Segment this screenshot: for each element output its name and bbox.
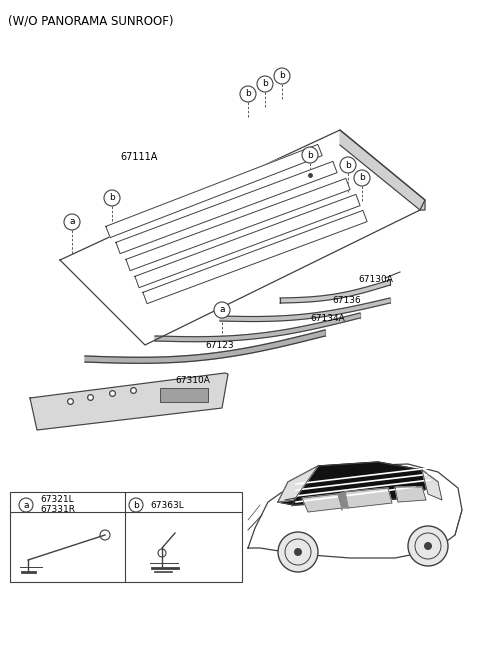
- Polygon shape: [60, 130, 425, 345]
- Text: b: b: [279, 72, 285, 80]
- Circle shape: [64, 214, 80, 230]
- Text: 67331R: 67331R: [40, 505, 75, 514]
- Text: b: b: [133, 501, 139, 509]
- Circle shape: [302, 147, 318, 163]
- Circle shape: [214, 302, 230, 318]
- Circle shape: [19, 498, 33, 512]
- Text: 67123: 67123: [205, 341, 234, 350]
- Circle shape: [340, 157, 356, 173]
- Polygon shape: [155, 313, 360, 342]
- Text: b: b: [345, 161, 351, 170]
- Polygon shape: [143, 211, 367, 303]
- Text: a: a: [219, 305, 225, 315]
- Text: b: b: [359, 174, 365, 182]
- Polygon shape: [135, 194, 360, 288]
- Polygon shape: [220, 298, 390, 322]
- Polygon shape: [278, 466, 318, 502]
- Polygon shape: [85, 330, 325, 363]
- Circle shape: [408, 526, 448, 566]
- Text: 67310A: 67310A: [175, 376, 210, 385]
- Polygon shape: [30, 373, 228, 430]
- Circle shape: [104, 190, 120, 206]
- Polygon shape: [278, 462, 438, 505]
- Polygon shape: [345, 488, 392, 508]
- Polygon shape: [280, 280, 390, 303]
- Circle shape: [129, 498, 143, 512]
- Circle shape: [257, 76, 273, 92]
- Text: 67130A: 67130A: [358, 275, 393, 284]
- Text: b: b: [307, 151, 313, 159]
- Polygon shape: [422, 470, 442, 500]
- Text: b: b: [262, 80, 268, 88]
- Bar: [160, 388, 208, 402]
- Text: 67321L: 67321L: [40, 495, 73, 504]
- Circle shape: [294, 548, 302, 556]
- Polygon shape: [302, 494, 342, 512]
- Circle shape: [354, 170, 370, 186]
- Circle shape: [424, 542, 432, 550]
- Text: 67136: 67136: [332, 296, 361, 305]
- Polygon shape: [248, 464, 462, 558]
- Polygon shape: [106, 144, 322, 238]
- Polygon shape: [338, 492, 348, 508]
- Polygon shape: [126, 178, 350, 270]
- Polygon shape: [116, 161, 337, 253]
- Bar: [10, 492, 242, 582]
- Text: a: a: [23, 501, 29, 509]
- Circle shape: [278, 532, 318, 572]
- Text: 67134A: 67134A: [310, 314, 345, 323]
- Polygon shape: [340, 130, 425, 210]
- Text: b: b: [245, 89, 251, 99]
- Circle shape: [240, 86, 256, 102]
- Text: 67363L: 67363L: [150, 501, 184, 509]
- Text: 67111A: 67111A: [120, 152, 157, 162]
- Circle shape: [274, 68, 290, 84]
- Text: (W/O PANORAMA SUNROOF): (W/O PANORAMA SUNROOF): [8, 14, 173, 27]
- Text: a: a: [69, 218, 75, 226]
- Polygon shape: [395, 487, 426, 502]
- Text: b: b: [109, 193, 115, 203]
